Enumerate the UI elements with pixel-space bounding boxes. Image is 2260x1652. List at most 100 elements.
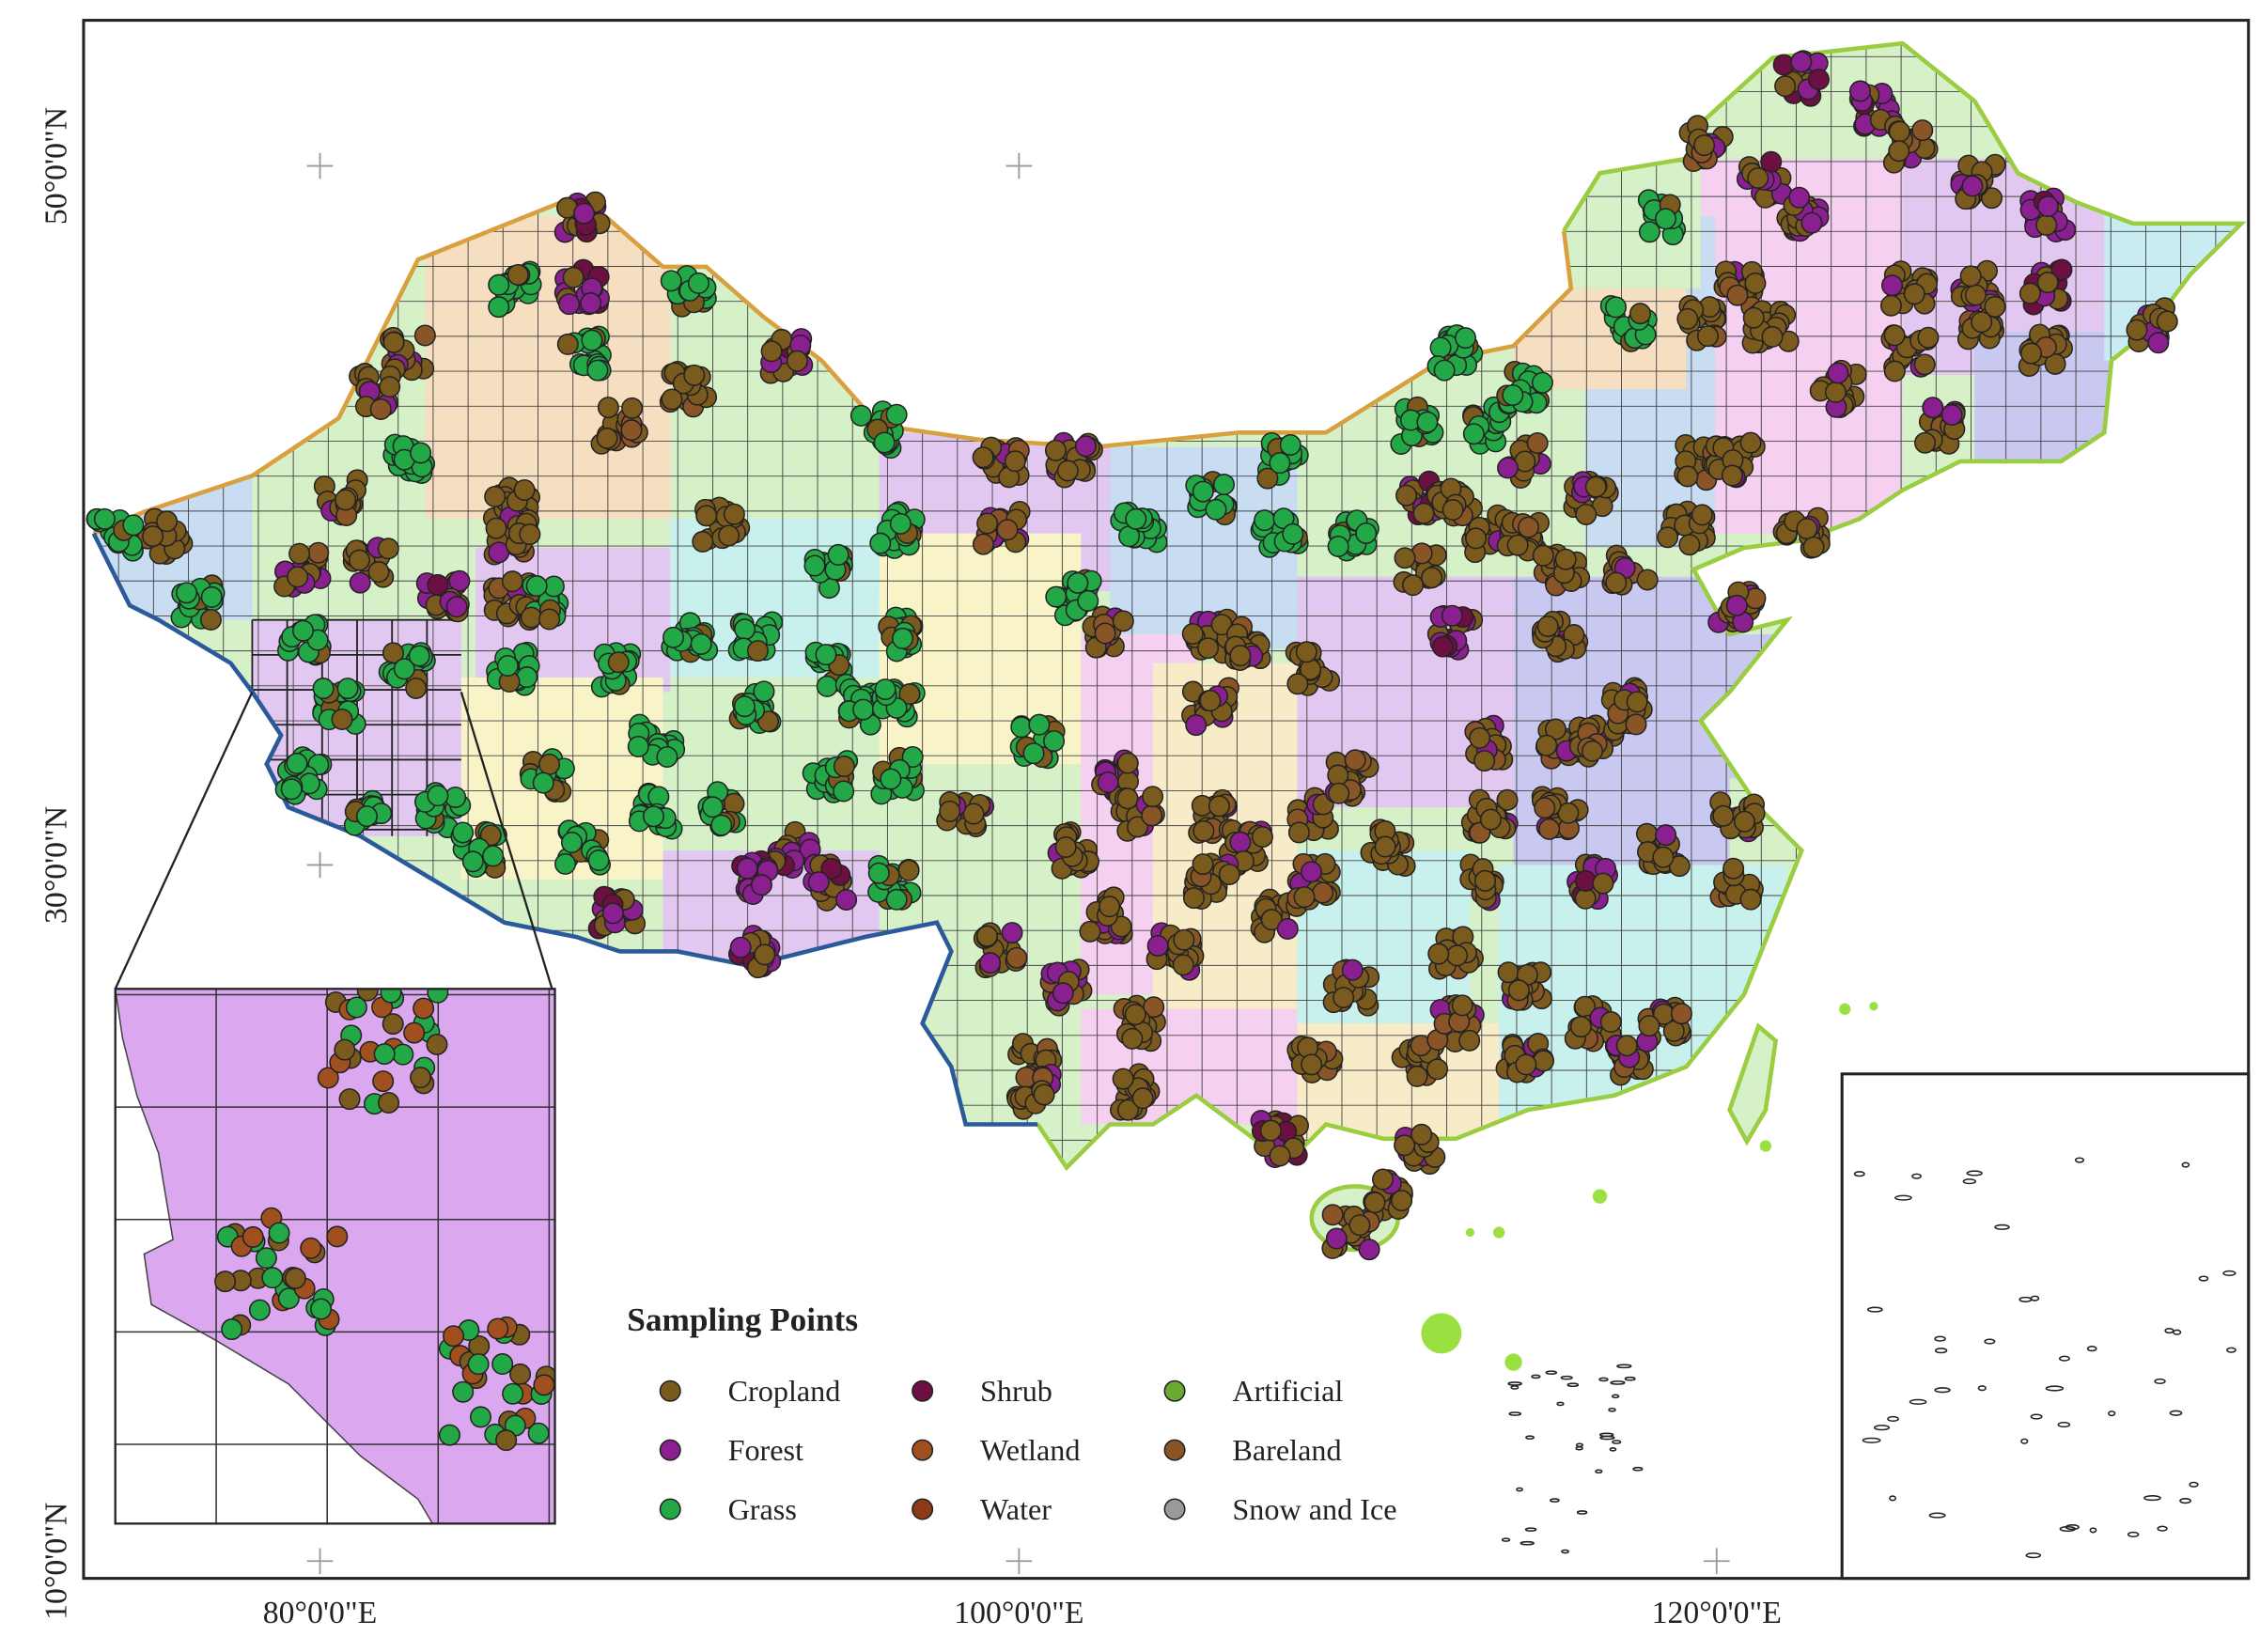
sample-point [1626, 691, 1648, 713]
sample-point [334, 1038, 356, 1061]
sample-point [377, 538, 399, 560]
sample-point [1301, 1053, 1323, 1076]
sample-point [2036, 195, 2059, 218]
sample-point [93, 507, 116, 530]
sample-point [1575, 503, 1598, 525]
sample-point [1599, 1011, 1622, 1034]
sample-point [827, 543, 849, 566]
sample-point [2147, 332, 2170, 354]
sample-point [2050, 258, 2073, 281]
sample-point [1116, 787, 1139, 810]
sample-point [367, 561, 390, 584]
sample-point [962, 803, 985, 825]
reef [1911, 1173, 1922, 1179]
sample-point [1676, 307, 1699, 330]
sample-point [746, 640, 769, 662]
sample-point [816, 675, 838, 697]
reef [2222, 1270, 2237, 1276]
inset-border [114, 988, 556, 1525]
sample-point [520, 606, 542, 629]
sample-point [345, 996, 367, 1019]
sample-point [372, 1070, 395, 1093]
legend-label: Snow and Ice [1232, 1492, 1396, 1526]
sample-point [482, 845, 505, 867]
sample-point [1473, 750, 1496, 772]
legend-marker [912, 1439, 934, 1461]
reef [2025, 1552, 2042, 1559]
reef [2086, 1346, 2097, 1352]
sample-point [1127, 816, 1149, 838]
sample-point [1395, 484, 1418, 507]
zoom-line [460, 692, 553, 990]
reef [1545, 1370, 1558, 1375]
sample-point [1465, 527, 1488, 550]
reef [2074, 1157, 2085, 1163]
reef [1966, 1170, 1983, 1177]
sample-point [1655, 208, 1677, 230]
sample-point [1652, 846, 1675, 868]
sample-point [573, 202, 596, 225]
reef [1962, 1178, 1976, 1185]
sample-point [1883, 360, 1906, 382]
reef [2127, 1531, 2140, 1537]
sample-point [1197, 637, 1220, 660]
sample-point [1181, 623, 1204, 646]
sample-point [885, 403, 908, 426]
reef [1611, 1394, 1620, 1399]
sample-point [757, 710, 780, 733]
sample-point [214, 1270, 237, 1293]
sample-point [1402, 574, 1425, 597]
sample-point [1218, 863, 1240, 885]
sample-point [317, 1067, 339, 1089]
sample-point [1629, 303, 1651, 325]
sample-point [488, 296, 510, 319]
sample-point [2036, 272, 2059, 294]
reef [1934, 1387, 1951, 1394]
sample-point [495, 1429, 518, 1452]
reef [1894, 1194, 1912, 1201]
inset-left [115, 989, 555, 1524]
sample-point [1010, 716, 1033, 739]
sample-point [379, 376, 401, 398]
sample-point [1615, 1035, 1638, 1057]
sample-point [874, 678, 896, 701]
sample-point [1004, 450, 1026, 473]
sample-point [1961, 175, 1984, 197]
sample-point [1431, 635, 1454, 658]
region [425, 216, 671, 520]
sample-point [1433, 359, 1456, 382]
islet [1465, 1227, 1475, 1238]
sample-point [1005, 946, 1028, 969]
islet [1839, 1003, 1851, 1015]
sample-point [1497, 961, 1520, 984]
sample-point [586, 359, 609, 382]
sample-point [485, 517, 507, 539]
legend-marker [659, 1439, 681, 1461]
sample-point [1827, 362, 1849, 384]
sample-point [786, 350, 808, 372]
sample-point [1426, 1058, 1449, 1081]
sample-point [1536, 615, 1559, 637]
sample-point [1192, 819, 1215, 842]
sample-point [939, 800, 961, 822]
sample-point [1790, 51, 1813, 73]
sample-point [2156, 310, 2178, 333]
sample-point [284, 1267, 306, 1289]
sample-point [889, 512, 912, 535]
sample-point [1052, 982, 1074, 1005]
sample-point [1205, 498, 1227, 521]
sample-point [378, 1092, 400, 1114]
sample-point [1300, 861, 1322, 883]
sample-point [729, 936, 752, 958]
sample-point [1670, 1003, 1692, 1025]
sample-point [445, 596, 468, 618]
reef [1616, 1364, 1632, 1369]
sample-point [532, 771, 554, 794]
sample-point [1312, 881, 1334, 904]
sample-point [373, 1043, 396, 1066]
sample-point [427, 989, 449, 1004]
sample-point [413, 324, 436, 347]
sample-point [1125, 507, 1147, 530]
sample-point [533, 1374, 555, 1396]
sample-point [1325, 1227, 1348, 1250]
